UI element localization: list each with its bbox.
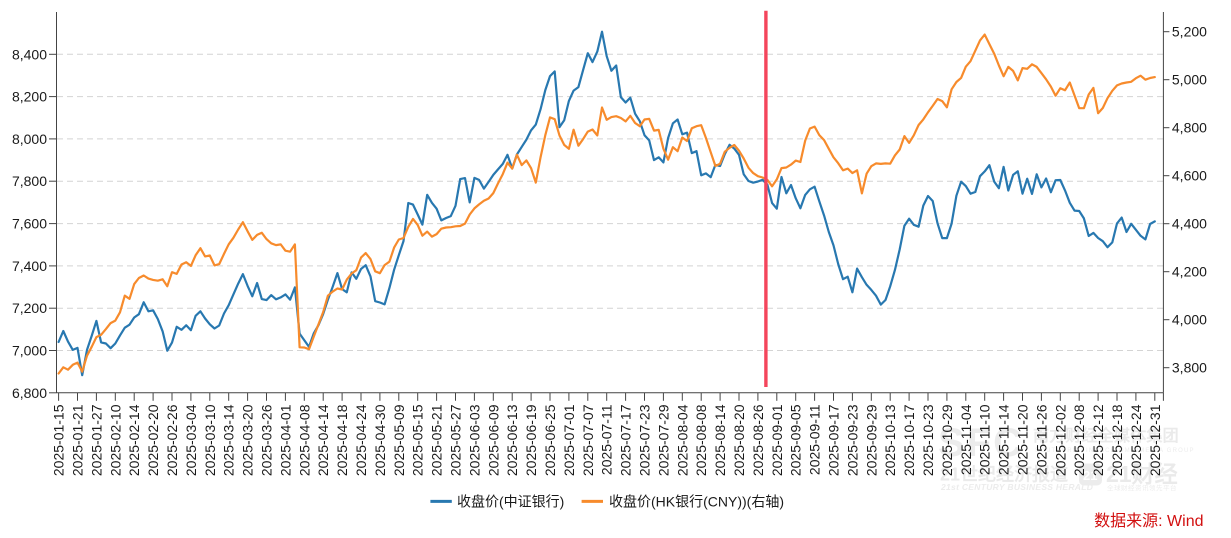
svg-text:SFC: SFC (938, 421, 1024, 465)
svg-text:2025-04-30: 2025-04-30 (372, 404, 388, 476)
svg-text:2025-11-14: 2025-11-14 (996, 404, 1012, 475)
svg-text:6,800: 6,800 (12, 385, 47, 401)
svg-text:8,000: 8,000 (12, 131, 47, 147)
svg-text:2025-09-05: 2025-09-05 (788, 404, 804, 476)
svg-text:2025-08-14: 2025-08-14 (712, 404, 728, 476)
svg-text:2025-01-15: 2025-01-15 (51, 404, 67, 476)
svg-text:21: 21 (1083, 468, 1097, 483)
svg-text:2025-11-10: 2025-11-10 (977, 404, 993, 475)
svg-text:5,200: 5,200 (1172, 24, 1207, 40)
svg-text:2025-03-04: 2025-03-04 (183, 404, 199, 476)
svg-text:数据来源: Wind: 数据来源: Wind (1094, 512, 1203, 530)
svg-text:2025-12-08: 2025-12-08 (1071, 404, 1087, 476)
svg-text:2025-04-14: 2025-04-14 (315, 404, 331, 476)
svg-text:7,400: 7,400 (12, 258, 47, 274)
svg-text:2025-09-23: 2025-09-23 (844, 404, 860, 476)
svg-text:2025-06-19: 2025-06-19 (523, 404, 539, 476)
svg-text:2025-04-18: 2025-04-18 (334, 404, 350, 476)
svg-text:2025-07-29: 2025-07-29 (655, 404, 671, 476)
svg-text:2025-04-08: 2025-04-08 (296, 404, 312, 476)
svg-text:2025-07-01: 2025-07-01 (561, 404, 577, 476)
svg-text:2025-11-26: 2025-11-26 (1033, 404, 1049, 475)
svg-text:2025-12-12: 2025-12-12 (1090, 404, 1106, 476)
svg-text:2025-07-23: 2025-07-23 (637, 404, 653, 476)
svg-text:2025-04-01: 2025-04-01 (277, 404, 293, 476)
svg-text:4,800: 4,800 (1172, 120, 1207, 136)
svg-text:4,600: 4,600 (1172, 168, 1207, 184)
svg-text:7,800: 7,800 (12, 173, 47, 189)
svg-text:2025-01-27: 2025-01-27 (88, 404, 104, 476)
svg-text:2025-07-07: 2025-07-07 (580, 404, 596, 476)
svg-text:2025-09-01: 2025-09-01 (769, 404, 785, 476)
svg-text:收盘价(HK银行(CNY))(右轴): 收盘价(HK银行(CNY))(右轴) (609, 494, 784, 510)
svg-text:2025-10-13: 2025-10-13 (882, 404, 898, 476)
svg-text:2025-11-04: 2025-11-04 (958, 404, 974, 475)
svg-text:7,200: 7,200 (12, 300, 47, 316)
svg-text:8,200: 8,200 (12, 89, 47, 105)
svg-text:2025-04-24: 2025-04-24 (353, 404, 369, 476)
svg-text:2025-08-20: 2025-08-20 (731, 404, 747, 476)
svg-text:2025-05-27: 2025-05-27 (448, 404, 464, 476)
svg-text:2025-10-23: 2025-10-23 (920, 404, 936, 476)
svg-text:7,600: 7,600 (12, 216, 47, 232)
svg-text:7,000: 7,000 (12, 343, 47, 359)
svg-text:2025-08-08: 2025-08-08 (693, 404, 709, 476)
svg-text:2025-12-18: 2025-12-18 (1109, 404, 1125, 476)
svg-text:3,800: 3,800 (1172, 360, 1207, 376)
svg-text:2025-09-17: 2025-09-17 (826, 404, 842, 476)
svg-text:2025-12-02: 2025-12-02 (1052, 404, 1068, 476)
svg-text:2025-10-29: 2025-10-29 (939, 404, 955, 476)
svg-text:2025-09-11: 2025-09-11 (807, 404, 823, 475)
svg-text:2025-03-10: 2025-03-10 (202, 404, 218, 476)
svg-text:2025-11-20: 2025-11-20 (1015, 404, 1031, 475)
svg-text:2025-07-11: 2025-07-11 (599, 404, 615, 475)
svg-text:2025-06-09: 2025-06-09 (485, 404, 501, 476)
svg-text:2025-09-29: 2025-09-29 (863, 404, 879, 476)
svg-text:21世纪经济报道: 21世纪经济报道 (940, 464, 1068, 485)
svg-text:收盘价(中证银行): 收盘价(中证银行) (457, 494, 564, 510)
svg-text:2025-08-26: 2025-08-26 (750, 404, 766, 476)
svg-text:2025-01-21: 2025-01-21 (70, 404, 86, 476)
svg-text:2025-07-17: 2025-07-17 (618, 404, 634, 476)
svg-text:全球财经资讯领先平台: 全球财经资讯领先平台 (1107, 483, 1177, 492)
svg-text:4,200: 4,200 (1172, 264, 1207, 280)
svg-text:2025-08-04: 2025-08-04 (674, 404, 690, 476)
svg-text:SOUTHERN FINANCE OMNIMEDIA GRO: SOUTHERN FINANCE OMNIMEDIA GROUP (1035, 448, 1195, 454)
svg-text:南方财经全媒体集团: 南方财经全媒体集团 (1033, 426, 1179, 445)
svg-text:2025-06-13: 2025-06-13 (504, 404, 520, 476)
svg-text:2025-12-24: 2025-12-24 (1128, 404, 1144, 476)
svg-text:2025-02-10: 2025-02-10 (107, 404, 123, 476)
svg-text:4,400: 4,400 (1172, 216, 1207, 232)
svg-text:8,400: 8,400 (12, 46, 47, 62)
svg-text:2025-02-20: 2025-02-20 (145, 404, 161, 476)
svg-text:2025-02-26: 2025-02-26 (164, 404, 180, 476)
svg-text:4,000: 4,000 (1172, 312, 1207, 328)
svg-text:2025-05-21: 2025-05-21 (429, 404, 445, 476)
svg-text:2025-02-14: 2025-02-14 (126, 404, 142, 476)
svg-text:21st CENTURY BUSINESS HERALD: 21st CENTURY BUSINESS HERALD (940, 482, 1093, 492)
svg-text:2025-12-31: 2025-12-31 (1147, 404, 1163, 476)
svg-text:2025-06-03: 2025-06-03 (466, 404, 482, 476)
svg-text:2025-05-15: 2025-05-15 (410, 404, 426, 476)
svg-text:21财经: 21财经 (1106, 461, 1178, 487)
svg-text:2025-03-14: 2025-03-14 (221, 404, 237, 476)
svg-text:2025-03-26: 2025-03-26 (259, 404, 275, 476)
svg-text:2025-10-17: 2025-10-17 (901, 404, 917, 476)
svg-text:5,000: 5,000 (1172, 72, 1207, 88)
svg-text:2025-05-09: 2025-05-09 (391, 404, 407, 476)
svg-text:2025-03-20: 2025-03-20 (240, 404, 256, 476)
svg-text:2025-06-25: 2025-06-25 (542, 404, 558, 476)
